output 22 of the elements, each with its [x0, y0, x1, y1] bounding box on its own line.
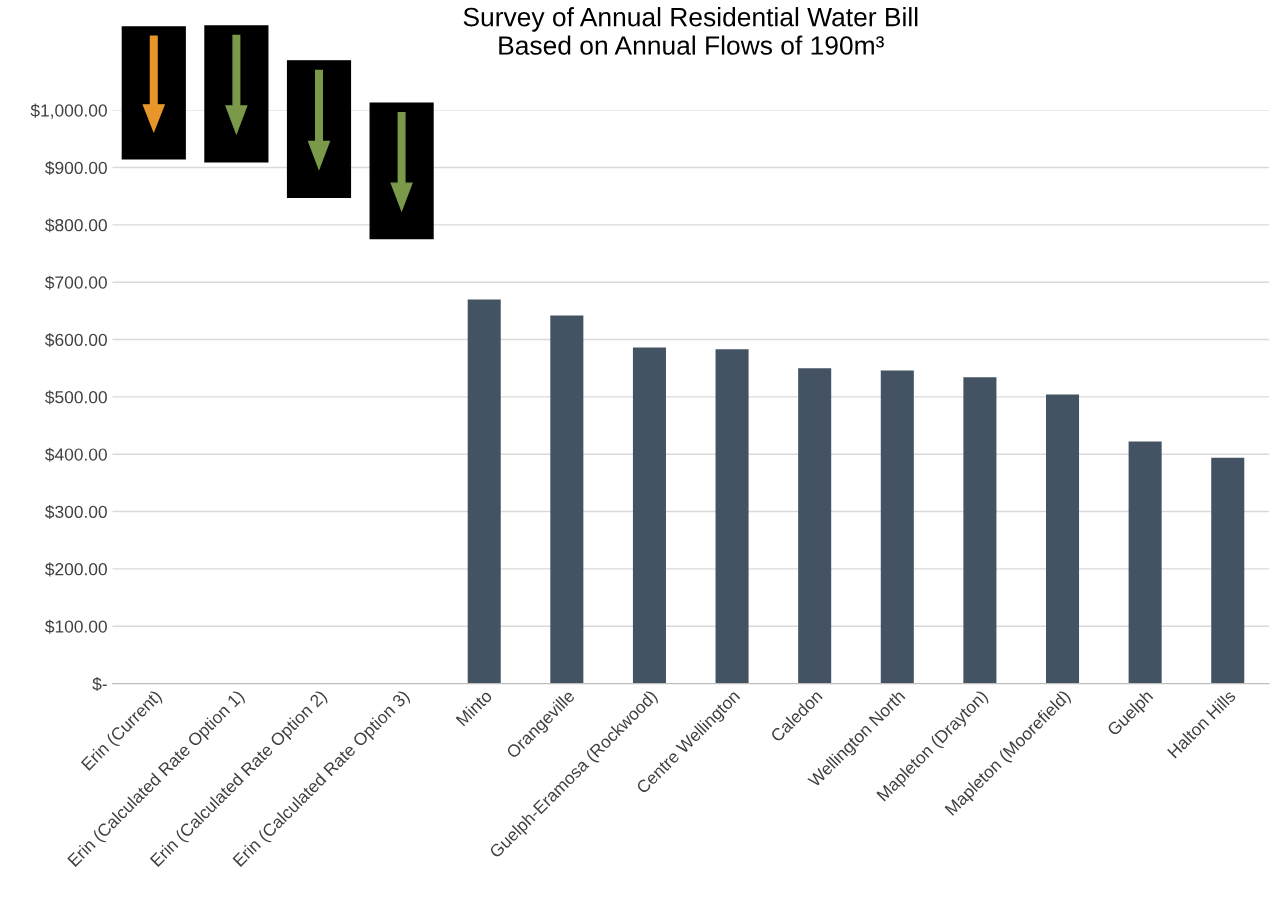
- bar: [1211, 457, 1245, 684]
- bar: [963, 377, 997, 684]
- y-tick-label: $800.00: [45, 218, 107, 233]
- y-tick-label: $500.00: [45, 390, 107, 405]
- bar: [467, 299, 501, 684]
- bar: [550, 315, 584, 684]
- bar: [798, 368, 832, 684]
- y-tick-label: $-: [92, 677, 107, 692]
- y-tick-label: $700.00: [45, 275, 107, 290]
- y-tick-label: $600.00: [45, 332, 107, 348]
- bar: [632, 347, 666, 684]
- bar: [1046, 394, 1080, 684]
- bar: [880, 370, 914, 684]
- y-tick-label: $300.00: [45, 504, 107, 520]
- y-tick-label: $400.00: [45, 447, 107, 462]
- y-tick-label: $900.00: [45, 160, 107, 175]
- bar: [1128, 441, 1162, 684]
- chart-title: Survey of Annual Residential Water Bill Based on Annual Flows of 190m³: [463, 7, 918, 55]
- bar: [715, 349, 749, 684]
- y-tick-label: $200.00: [45, 562, 107, 577]
- y-tick-label: $100.00: [45, 619, 107, 634]
- y-tick-label: $1,000.00: [30, 103, 107, 119]
